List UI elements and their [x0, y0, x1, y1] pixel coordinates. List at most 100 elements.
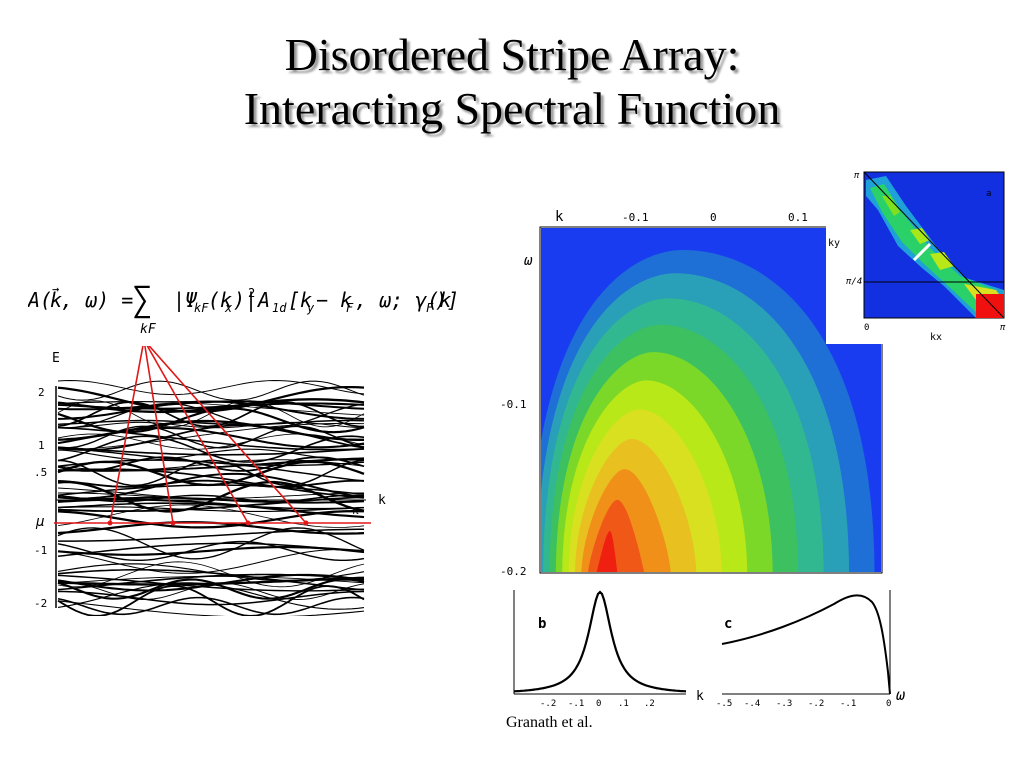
band-line: [57, 480, 365, 513]
contour-x-tick-2: 0: [710, 211, 717, 224]
svg-text:|Ψ: |Ψ: [173, 288, 198, 312]
band-line: [57, 596, 365, 616]
svg-text:F: F: [346, 301, 354, 315]
panel-b-tick: -.1: [568, 699, 584, 708]
svg-text:∑: ∑: [132, 281, 152, 320]
band-line: [57, 504, 365, 528]
inset-y-tick-pi4: π/4: [846, 277, 862, 287]
band-line: [57, 424, 365, 451]
band-line: [57, 398, 365, 414]
svg-text:F: F: [426, 301, 434, 315]
panel-b-letter: b: [538, 616, 546, 632]
band-line: [57, 576, 365, 586]
contour-y-tick-1: -0.1: [500, 398, 527, 411]
svg-text:k: k: [50, 288, 62, 312]
svg-text:, ω) =: , ω) =: [61, 288, 133, 312]
band-line: [57, 578, 365, 600]
band-line: [57, 425, 365, 449]
band-x-axis-label: ky: [378, 493, 386, 508]
band-line: [58, 590, 365, 606]
band-tick-2: 2: [38, 386, 45, 399]
panel-b-tick: -.2: [540, 699, 556, 708]
sum-index: kF: [140, 322, 157, 337]
svg-text:)|: )|: [233, 288, 257, 312]
band-line: [57, 527, 365, 560]
inset-y-axis-label: ky: [828, 238, 840, 249]
band-line: [57, 380, 365, 401]
band-line: [57, 479, 365, 488]
band-line: [57, 569, 365, 591]
title-line-2: Interacting Spectral Function: [243, 83, 781, 134]
band-line: [57, 540, 365, 562]
contour-x-axis-label: k: [555, 209, 564, 225]
svg-text:(k: (k: [208, 288, 232, 312]
panel-c-x-axis-label: ω: [896, 686, 906, 704]
svg-text:− k: − k: [316, 288, 352, 312]
band-line: [57, 402, 365, 429]
band-line: [57, 446, 365, 467]
panel-c-tick: -.2: [808, 699, 824, 708]
band-line: [57, 561, 365, 588]
svg-text:kF: kF: [194, 301, 209, 315]
spectral-function-formula: A( k → , ω) = ∑ kF |Ψ kF (k x )| 2 A 1d …: [28, 281, 459, 337]
panel-c-tick: 0: [886, 699, 891, 708]
inset-panel-letter: a: [986, 189, 991, 199]
panel-c-letter: c: [724, 616, 732, 632]
band-line: [57, 401, 365, 416]
panel-b-tick: 0: [596, 699, 601, 708]
contour-x-tick-1: -0.1: [622, 211, 649, 224]
panel-c-tick: -.4: [744, 699, 760, 708]
contour-y-tick-2: -0.2: [500, 565, 527, 578]
band-pi-label: π: [352, 504, 359, 517]
svg-text:x: x: [224, 301, 233, 315]
band-tick-mu: μ: [35, 514, 44, 530]
svg-text:[k: [k: [288, 288, 312, 312]
band-y-axis-label: E: [52, 351, 60, 366]
title-line-1: Disordered Stripe Array:: [284, 29, 740, 80]
band-line: [57, 401, 365, 428]
panel-b-x-axis-label: k: [696, 689, 704, 704]
band-lines: [57, 380, 365, 616]
slide-title: Disordered Stripe Array: Interacting Spe…: [0, 28, 1024, 136]
band-tick-minus2: -2: [34, 597, 47, 610]
band-line: [57, 600, 365, 616]
contour-x-tick-3: 0.1: [788, 211, 808, 224]
band-y-ticks: 2 1 .5 μ -1 -2: [34, 386, 47, 610]
svg-text:)]: )]: [435, 288, 459, 312]
inset-x-axis-label: kx: [930, 332, 942, 343]
contour-y-axis-label: ω: [524, 253, 533, 269]
band-tick-1: 1: [38, 439, 45, 452]
band-line: [57, 456, 365, 472]
panel-c-plot: c ω -.5 -.4 -.3 -.2 -.1 0: [716, 590, 906, 708]
contour-level-11: [596, 531, 618, 572]
svg-text:A(: A(: [28, 288, 52, 312]
band-line: [57, 574, 365, 592]
band-line: [57, 494, 365, 503]
band-line: [57, 457, 365, 472]
panel-b-plot: b k -.2 -.1 0 .1 .2: [513, 590, 704, 708]
panel-c-curve: [721, 594, 891, 695]
svg-text:y: y: [306, 301, 315, 315]
band-line: [57, 385, 365, 413]
band-line: [57, 448, 365, 461]
inset-x-tick-0: 0: [864, 323, 869, 333]
inset-x-tick-pi: π: [1000, 323, 1006, 333]
band-line: [57, 548, 365, 574]
band-line: [57, 419, 365, 426]
kf-annotation-lines: [54, 346, 371, 524]
svg-text:2: 2: [248, 286, 255, 300]
panel-c-tick: -.3: [776, 699, 792, 708]
svg-text:→: →: [52, 282, 59, 296]
citation-credit: Granath et al.: [506, 714, 593, 731]
band-structure-plot: E 2 1 .5 μ -1 -2 π ky: [34, 346, 386, 616]
svg-text:1d: 1d: [272, 301, 287, 315]
panel-c-tick: -.5: [716, 699, 732, 708]
panel-b-curve: [513, 590, 687, 693]
band-tick-half: .5: [34, 466, 47, 479]
band-line: [57, 472, 365, 500]
band-line: [57, 585, 365, 616]
band-line: [57, 506, 365, 512]
band-line: [57, 459, 365, 487]
contour-levels: [541, 228, 881, 572]
band-line: [57, 380, 365, 396]
